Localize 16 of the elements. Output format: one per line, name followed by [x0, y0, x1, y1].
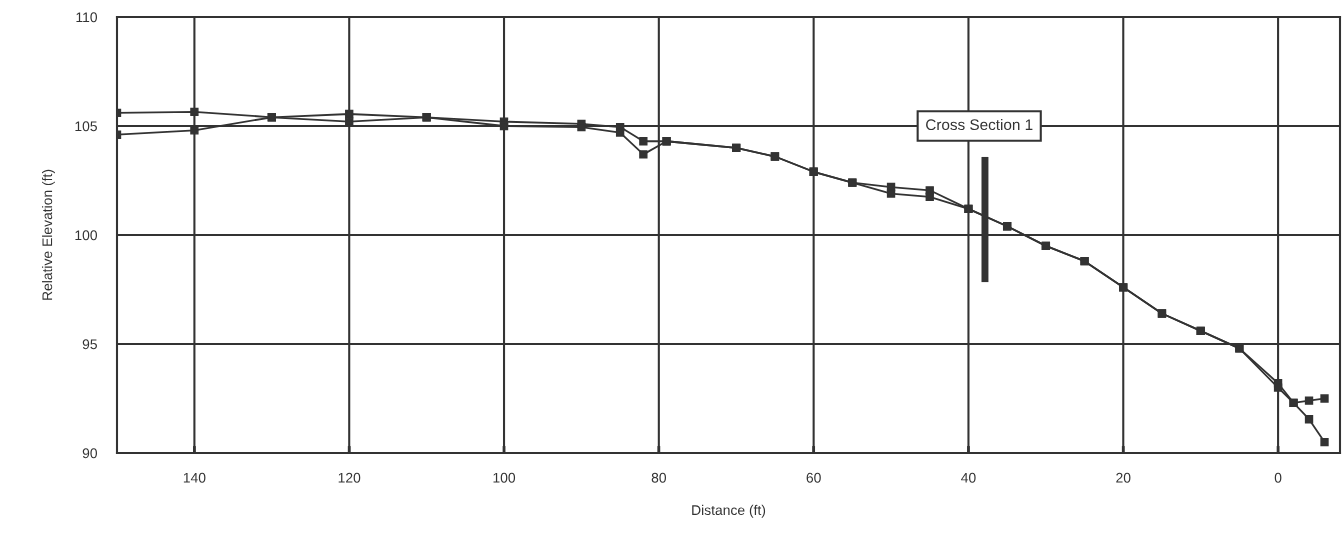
x-tick-label: 20: [1116, 472, 1131, 483]
annotation: Cross Section 1: [926, 118, 1033, 131]
x-tick-label: 40: [961, 472, 976, 483]
x-tick-label: 140: [183, 472, 206, 483]
x-tick-label: 120: [338, 472, 361, 483]
y-tick-label: 100: [75, 230, 98, 241]
y-axis-title: Relative Elevation (ft): [41, 169, 55, 300]
x-tick-label: 100: [493, 472, 516, 483]
x-tick-label: 0: [1274, 472, 1282, 483]
y-tick-label: 95: [82, 339, 97, 350]
x-tick-label: 60: [806, 472, 821, 483]
y-tick-label: 110: [76, 12, 98, 23]
y-tick-label: 105: [75, 121, 97, 132]
x-tick-label: 80: [651, 472, 667, 483]
y-tick-label: 90: [82, 448, 98, 459]
x-axis-title: Distance (ft): [692, 504, 766, 518]
